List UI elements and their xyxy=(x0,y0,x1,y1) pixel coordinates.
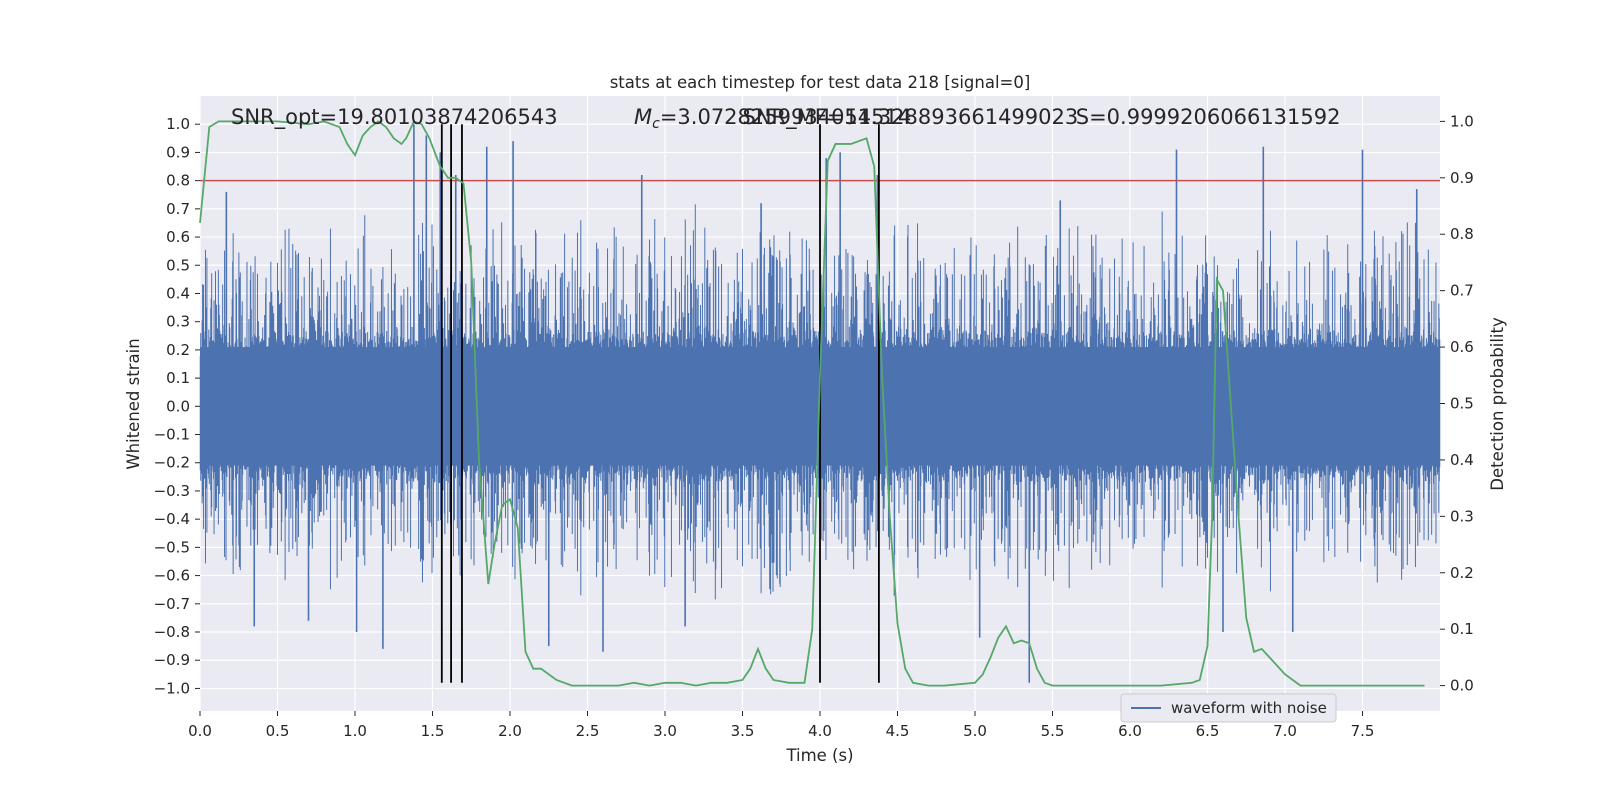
y-left-tick-label: 0.8 xyxy=(166,172,190,190)
y-right-tick-label: 0.1 xyxy=(1450,620,1474,638)
y-left-tick-label: −0.7 xyxy=(154,595,190,613)
x-tick-labels: 0.0 0.5 1.0 1.5 2.0 2.5 3.0 3.5 4.0 4.5 5.0 5.5 6.0 6… xyxy=(188,711,1374,740)
y-right-tick-label: 0.0 xyxy=(1450,677,1474,695)
y-left-tick-label: 0.9 xyxy=(166,143,190,161)
x-tick-label: 0.5 xyxy=(266,722,290,740)
y-left-tick-label: −0.9 xyxy=(154,651,190,669)
y-right-tick-labels: 1.0 0.9 0.8 0.7 0.6 0.5 0.4 0.3 0.2 0.1 0.0 xyxy=(1440,112,1474,695)
y-left-tick-label: 0.3 xyxy=(166,313,190,331)
y-right-tick-label: 0.7 xyxy=(1450,282,1474,300)
y-left-tick-label: −0.6 xyxy=(154,567,190,585)
probability-line xyxy=(199,120,1425,687)
y-left-tick-label: −0.8 xyxy=(154,623,190,641)
y-right-tick-label: 1.0 xyxy=(1450,112,1474,130)
x-tick-label: 2.5 xyxy=(576,722,600,740)
x-tick-label: 6.0 xyxy=(1118,722,1142,740)
annotations: SNR_opt=19.80103874206543 Mc=3.0728259934… xyxy=(231,105,1341,132)
y-left-tick-label: −0.3 xyxy=(154,482,190,500)
y-left-tick-label: 0.5 xyxy=(166,256,190,274)
y-right-tick-label: 0.8 xyxy=(1450,225,1474,243)
x-tick-label: 5.0 xyxy=(963,722,987,740)
y-axis-right-label: Detection probability xyxy=(1488,317,1507,491)
x-axis-label: Time (s) xyxy=(785,746,853,765)
x-tick-label: 7.0 xyxy=(1273,722,1297,740)
y-right-tick-label: 0.3 xyxy=(1450,507,1474,525)
x-tick-label: 6.5 xyxy=(1196,722,1220,740)
annotation-text: SNR_MF=14.328893661499023 xyxy=(743,105,1079,130)
legend: waveform with noise xyxy=(1120,693,1337,723)
y-left-tick-label: 0.2 xyxy=(166,341,190,359)
x-tick-label: 4.0 xyxy=(808,722,832,740)
annotation-text: SNR_opt=19.80103874206543 xyxy=(231,105,558,130)
y-left-tick-labels: 1.0 0.9 0.8 0.7 0.6 0.5 0.4 0.3 0.2 0.1 0.0 −0.1 −0.… xyxy=(154,115,200,697)
y-left-tick-label: 0.0 xyxy=(166,397,190,415)
waveform-line xyxy=(199,204,1441,600)
y-right-tick-label: 0.6 xyxy=(1450,338,1474,356)
annotation-text: S=0.9999206066131592 xyxy=(1076,105,1341,129)
y-right-tick-label: 0.5 xyxy=(1450,395,1474,413)
y-left-tick-label: 0.6 xyxy=(166,228,190,246)
x-tick-label: 5.5 xyxy=(1041,722,1065,740)
y-right-tick-label: 0.4 xyxy=(1450,451,1474,469)
y-left-tick-label: 1.0 xyxy=(166,115,190,133)
legend-entry: waveform with noise xyxy=(1171,699,1327,717)
y-left-tick-label: −0.2 xyxy=(154,454,190,472)
chart-title: stats at each timestep for test data 218… xyxy=(610,73,1031,92)
y-left-tick-label: 0.4 xyxy=(166,284,190,302)
y-left-tick-label: −0.1 xyxy=(154,426,190,444)
y-axis-left-label: Whitened strain xyxy=(124,338,143,469)
y-left-tick-label: −0.4 xyxy=(154,510,190,528)
x-tick-label: 3.5 xyxy=(731,722,755,740)
y-right-tick-label: 0.9 xyxy=(1450,169,1474,187)
annotation-text: Mc=3.0728259934051514 xyxy=(634,105,911,132)
y-right-tick-label: 0.2 xyxy=(1450,564,1474,582)
x-tick-label: 2.0 xyxy=(498,722,522,740)
y-left-tick-label: 0.7 xyxy=(166,200,190,218)
detection-probability-series xyxy=(199,120,1425,687)
x-tick-label: 4.5 xyxy=(886,722,910,740)
legend-box xyxy=(1120,693,1337,723)
x-tick-label: 3.0 xyxy=(653,722,677,740)
y-left-tick-label: 0.1 xyxy=(166,369,190,387)
y-left-tick-label: −1.0 xyxy=(154,679,190,697)
x-tick-label: 1.5 xyxy=(421,722,445,740)
x-tick-label: 7.5 xyxy=(1351,722,1375,740)
x-tick-label: 1.0 xyxy=(343,722,367,740)
y-left-tick-label: −0.5 xyxy=(154,538,190,556)
x-tick-label: 0.0 xyxy=(188,722,212,740)
